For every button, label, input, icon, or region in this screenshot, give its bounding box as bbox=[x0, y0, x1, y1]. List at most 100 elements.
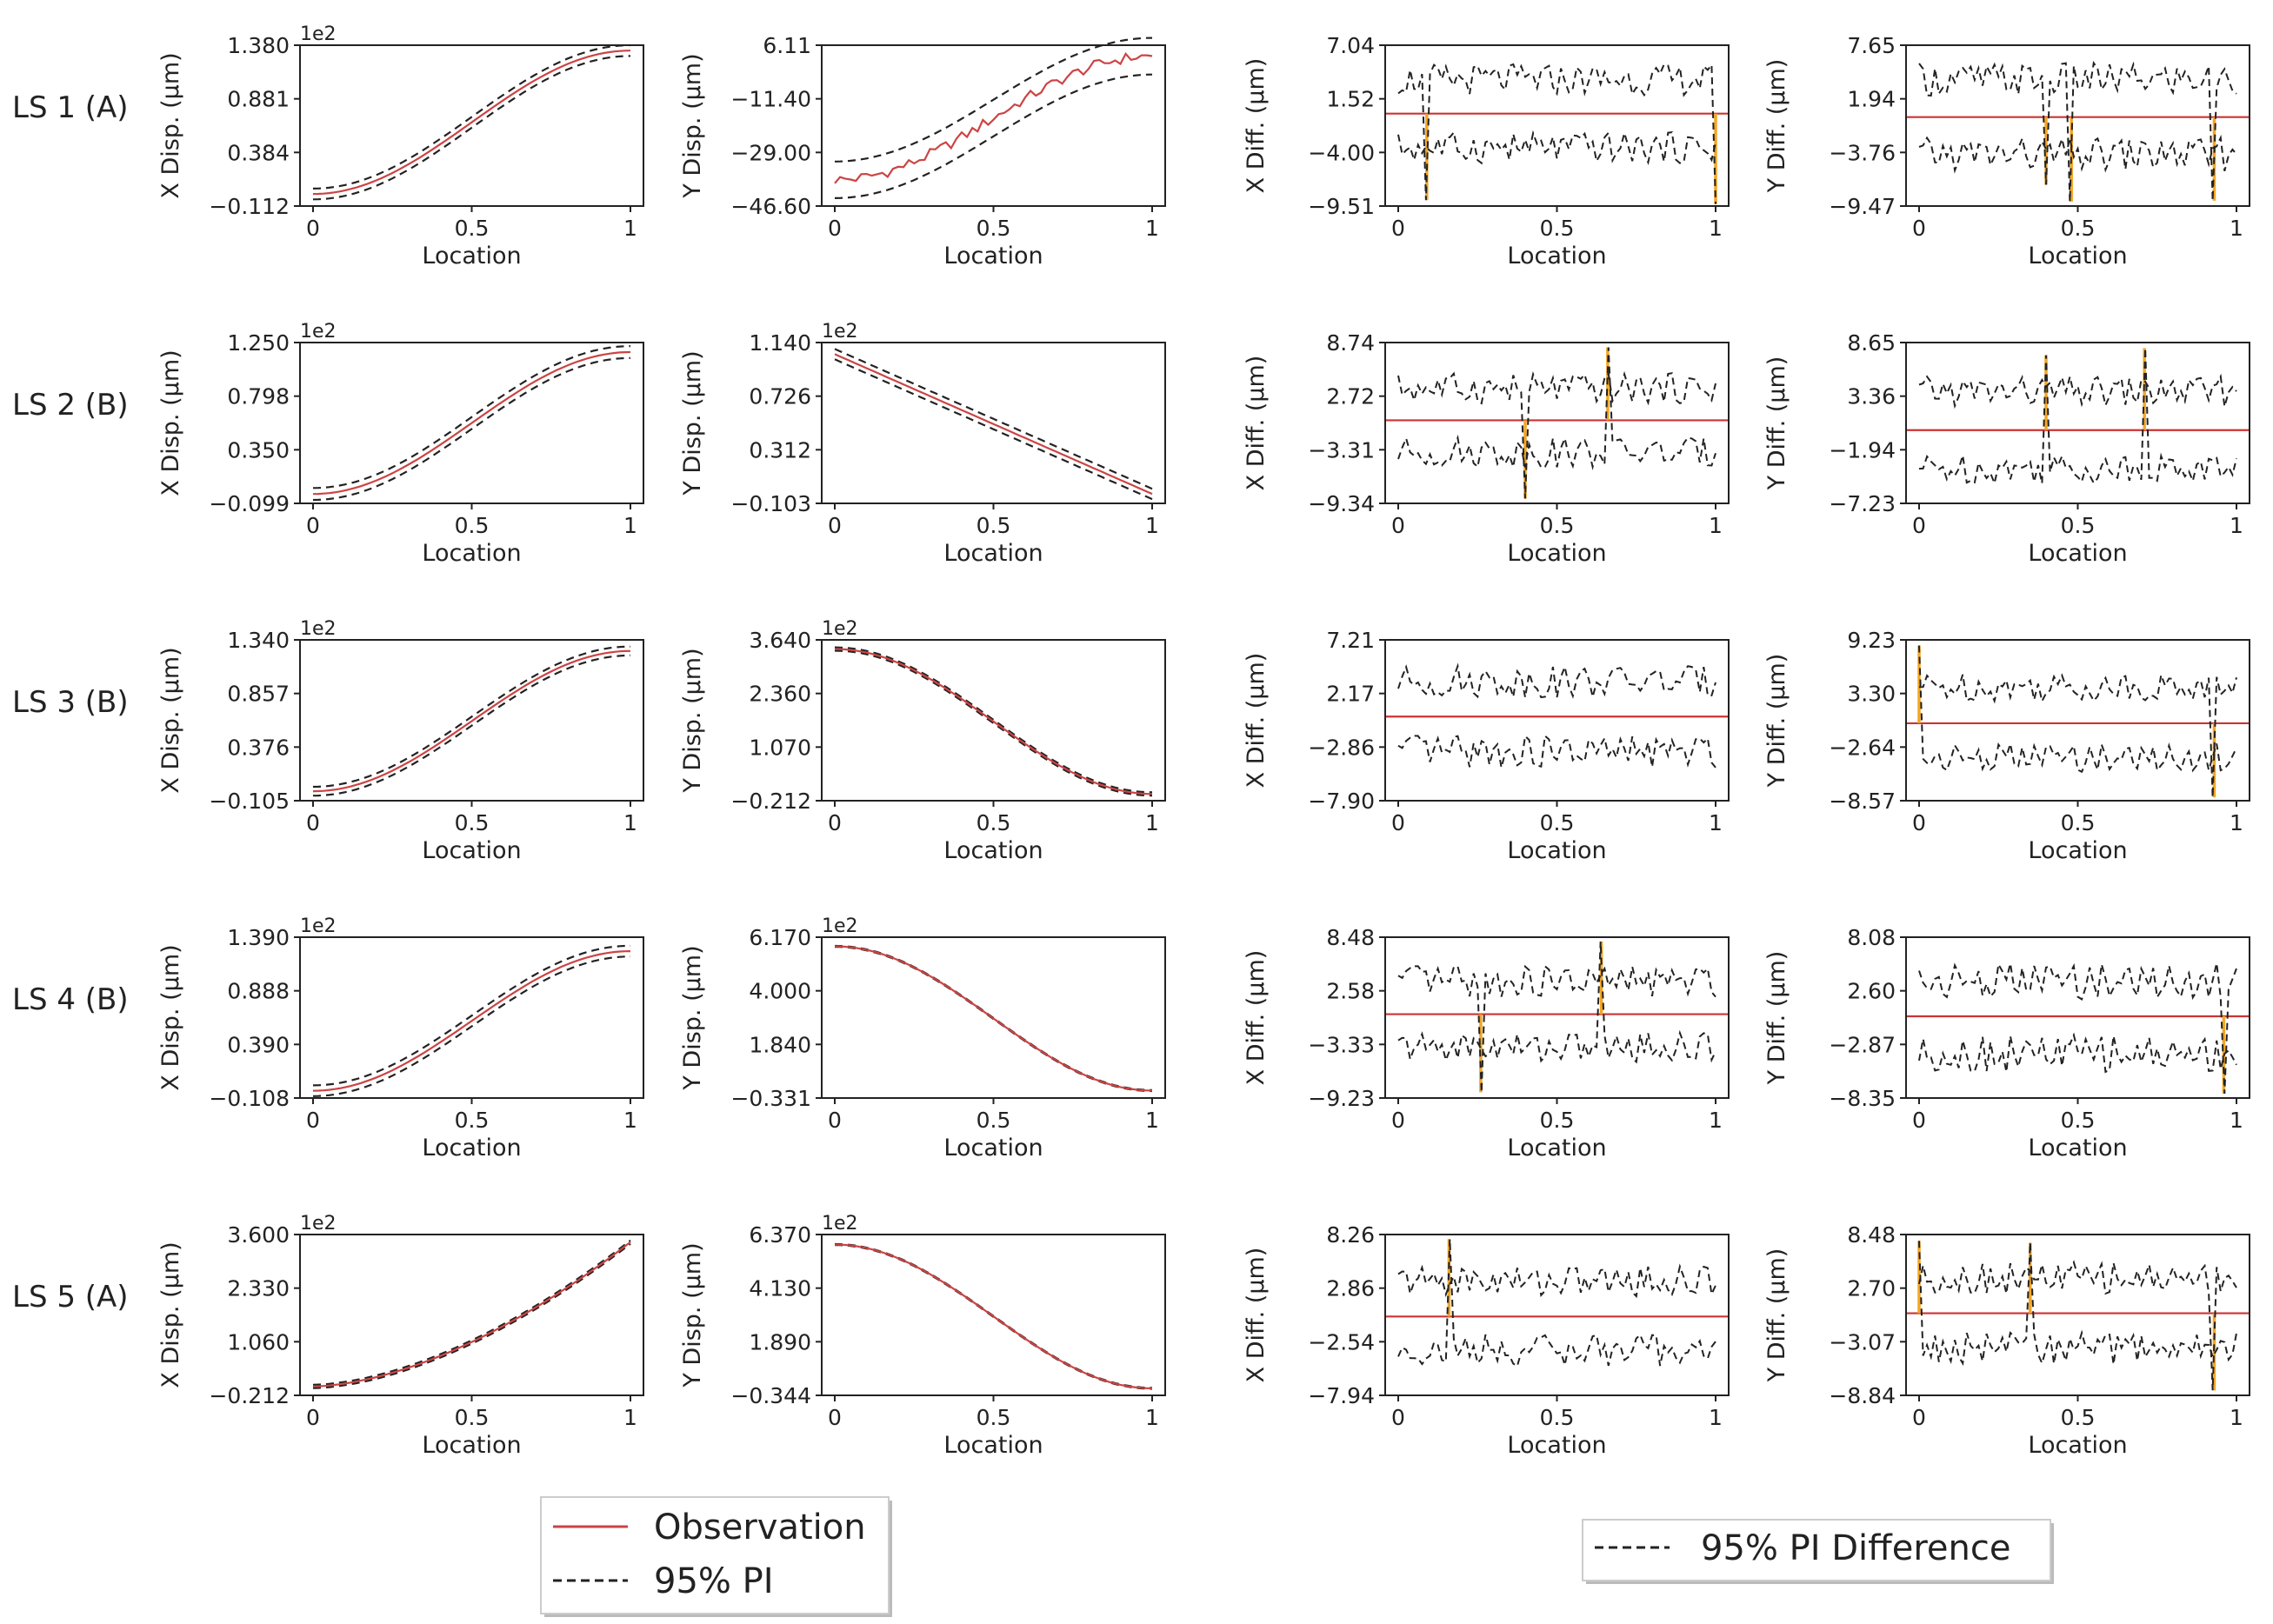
row-label: LS 3 (B) bbox=[12, 685, 129, 720]
legend-frame bbox=[540, 1496, 890, 1614]
x-tick-label: 1 bbox=[1709, 810, 1723, 835]
plot-frame bbox=[299, 639, 644, 802]
plot-frame bbox=[821, 936, 1166, 1099]
plot-frame bbox=[1384, 342, 1730, 504]
y-tick-label: 1.94 bbox=[1847, 87, 1896, 112]
y-axis-label: X Disp. (μm) bbox=[157, 52, 184, 198]
x-tick-label: 1 bbox=[1145, 1405, 1159, 1430]
diff-lower-line bbox=[1397, 347, 1716, 470]
x-tick-label: 0.5 bbox=[2061, 513, 2096, 538]
y-tick-label: 1.070 bbox=[749, 735, 811, 760]
diff-upper-line bbox=[1397, 62, 1716, 204]
x-tick-label: 0 bbox=[1391, 513, 1405, 538]
pi-lower-line bbox=[312, 654, 631, 797]
row-label: LS 1 (A) bbox=[12, 90, 129, 125]
subplot: 6.370 4.130 1.890 −0.344 0 0.5 1 Location Y Disp… bbox=[679, 1213, 1166, 1459]
y-tick-label: 6.170 bbox=[749, 925, 811, 950]
y-axis-label: X Diff. (μm) bbox=[1243, 58, 1270, 194]
subplot: 1.390 0.888 0.390 −0.108 0 0.5 1 Location X Disp… bbox=[157, 915, 644, 1161]
diff-upper-line bbox=[1918, 671, 2237, 798]
diff-lower-line bbox=[1918, 1032, 2237, 1074]
plot-frame bbox=[1905, 1234, 2250, 1396]
axis-multiplier: 1e2 bbox=[300, 321, 337, 343]
x-tick-label: 1 bbox=[623, 1405, 637, 1430]
subplot: 7.21 2.17 −2.86 −7.90 0 0.5 1 Location X Diff. (… bbox=[1243, 628, 1730, 864]
y-tick-label: 0.888 bbox=[227, 979, 290, 1004]
y-tick-label: 2.330 bbox=[227, 1276, 290, 1301]
subplot: 8.08 2.60 −2.87 −8.35 0 0.5 1 Location Y Diff. (… bbox=[1763, 925, 2250, 1161]
x-axis-label: Location bbox=[943, 1432, 1043, 1459]
x-tick-label: 0.5 bbox=[2061, 810, 2096, 835]
x-tick-label: 0.5 bbox=[455, 1405, 490, 1430]
x-tick-label: 1 bbox=[1709, 216, 1723, 241]
y-tick-label: −0.112 bbox=[209, 194, 290, 219]
x-axis-label: Location bbox=[943, 540, 1043, 567]
x-axis-label: Location bbox=[943, 1135, 1043, 1161]
y-tick-label: −9.23 bbox=[1308, 1086, 1375, 1111]
y-axis-label: Y Disp. (μm) bbox=[679, 1242, 706, 1388]
subplot: 8.48 2.58 −3.33 −9.23 0 0.5 1 Location X Diff. (… bbox=[1243, 925, 1730, 1161]
diff-lower-line bbox=[1397, 734, 1716, 769]
y-tick-label: 8.48 bbox=[1326, 925, 1375, 950]
y-axis-label: X Disp. (μm) bbox=[157, 349, 184, 496]
x-tick-label: 1 bbox=[2230, 810, 2243, 835]
plot-frame bbox=[299, 342, 644, 504]
x-tick-label: 0.5 bbox=[455, 810, 490, 835]
diff-lower-line bbox=[1918, 348, 2237, 487]
y-tick-label: 7.04 bbox=[1326, 33, 1375, 58]
y-axis-label: Y Disp. (μm) bbox=[679, 350, 706, 496]
legend-frame bbox=[1582, 1519, 2051, 1581]
y-tick-label: 0.798 bbox=[227, 384, 290, 409]
y-tick-label: 2.360 bbox=[749, 682, 811, 707]
x-tick-label: 0.5 bbox=[2061, 1405, 2096, 1430]
axis-multiplier: 1e2 bbox=[822, 915, 858, 937]
x-axis-label: Location bbox=[2028, 1135, 2127, 1161]
observation-line bbox=[834, 648, 1153, 795]
pi-lower-line bbox=[834, 649, 1153, 797]
plot-frame bbox=[1905, 639, 2250, 802]
x-tick-label: 1 bbox=[2230, 513, 2243, 538]
axis-multiplier: 1e2 bbox=[822, 618, 858, 640]
x-tick-label: 1 bbox=[1709, 1405, 1723, 1430]
x-tick-label: 1 bbox=[623, 216, 637, 241]
y-tick-label: −8.57 bbox=[1829, 789, 1896, 814]
x-tick-label: 0 bbox=[828, 216, 842, 241]
x-tick-label: 1 bbox=[623, 1108, 637, 1133]
row-label: LS 5 (A) bbox=[12, 1280, 129, 1315]
x-tick-label: 0.5 bbox=[1540, 1405, 1575, 1430]
x-axis-label: Location bbox=[422, 540, 521, 567]
y-tick-label: −3.33 bbox=[1308, 1032, 1375, 1057]
pi-lower-line bbox=[312, 55, 631, 201]
y-tick-label: 7.21 bbox=[1326, 628, 1375, 653]
legend-pi-label: 95% PI bbox=[654, 1561, 774, 1601]
x-axis-label: Location bbox=[422, 243, 521, 270]
y-tick-label: 1.250 bbox=[227, 330, 290, 356]
subplot: 1.250 0.798 0.350 −0.099 0 0.5 1 Location X Disp… bbox=[157, 321, 644, 567]
subplot: 7.04 1.52 −4.00 −9.51 0 0.5 1 Location X Diff. (… bbox=[1243, 33, 1730, 270]
legend-diff-label: 95% PI Difference bbox=[1701, 1528, 2010, 1568]
x-tick-label: 0 bbox=[1391, 810, 1405, 835]
x-tick-label: 0.5 bbox=[1540, 513, 1575, 538]
x-tick-label: 0.5 bbox=[2061, 1108, 2096, 1133]
x-tick-label: 1 bbox=[2230, 216, 2243, 241]
axis-multiplier: 1e2 bbox=[822, 321, 858, 343]
plot-frame bbox=[821, 1234, 1166, 1396]
subplot: 3.600 2.330 1.060 −0.212 0 0.5 1 Location X Disp… bbox=[157, 1213, 644, 1459]
y-tick-label: 2.60 bbox=[1847, 979, 1896, 1004]
x-axis-label: Location bbox=[2028, 540, 2127, 567]
x-tick-label: 0.5 bbox=[1540, 1108, 1575, 1133]
y-tick-label: 2.72 bbox=[1326, 384, 1375, 409]
legend-observation-pi: Observation 95% PI bbox=[540, 1496, 892, 1617]
x-tick-label: 1 bbox=[1145, 810, 1159, 835]
y-axis-label: Y Diff. (μm) bbox=[1763, 1248, 1790, 1383]
y-tick-label: −0.099 bbox=[209, 491, 290, 516]
subplot: 1.380 0.881 0.384 −0.112 0 0.5 1 Location X Disp… bbox=[157, 23, 644, 270]
y-tick-label: 0.384 bbox=[227, 140, 290, 165]
x-tick-label: 0 bbox=[1912, 1405, 1926, 1430]
y-tick-label: 2.58 bbox=[1326, 979, 1375, 1004]
y-axis-label: X Disp. (μm) bbox=[157, 1241, 184, 1388]
y-tick-label: −0.212 bbox=[209, 1383, 290, 1408]
x-tick-label: 0.5 bbox=[977, 513, 1011, 538]
subplot: 1.340 0.857 0.376 −0.105 0 0.5 1 Location X Disp… bbox=[157, 618, 644, 864]
x-tick-label: 0.5 bbox=[455, 1108, 490, 1133]
